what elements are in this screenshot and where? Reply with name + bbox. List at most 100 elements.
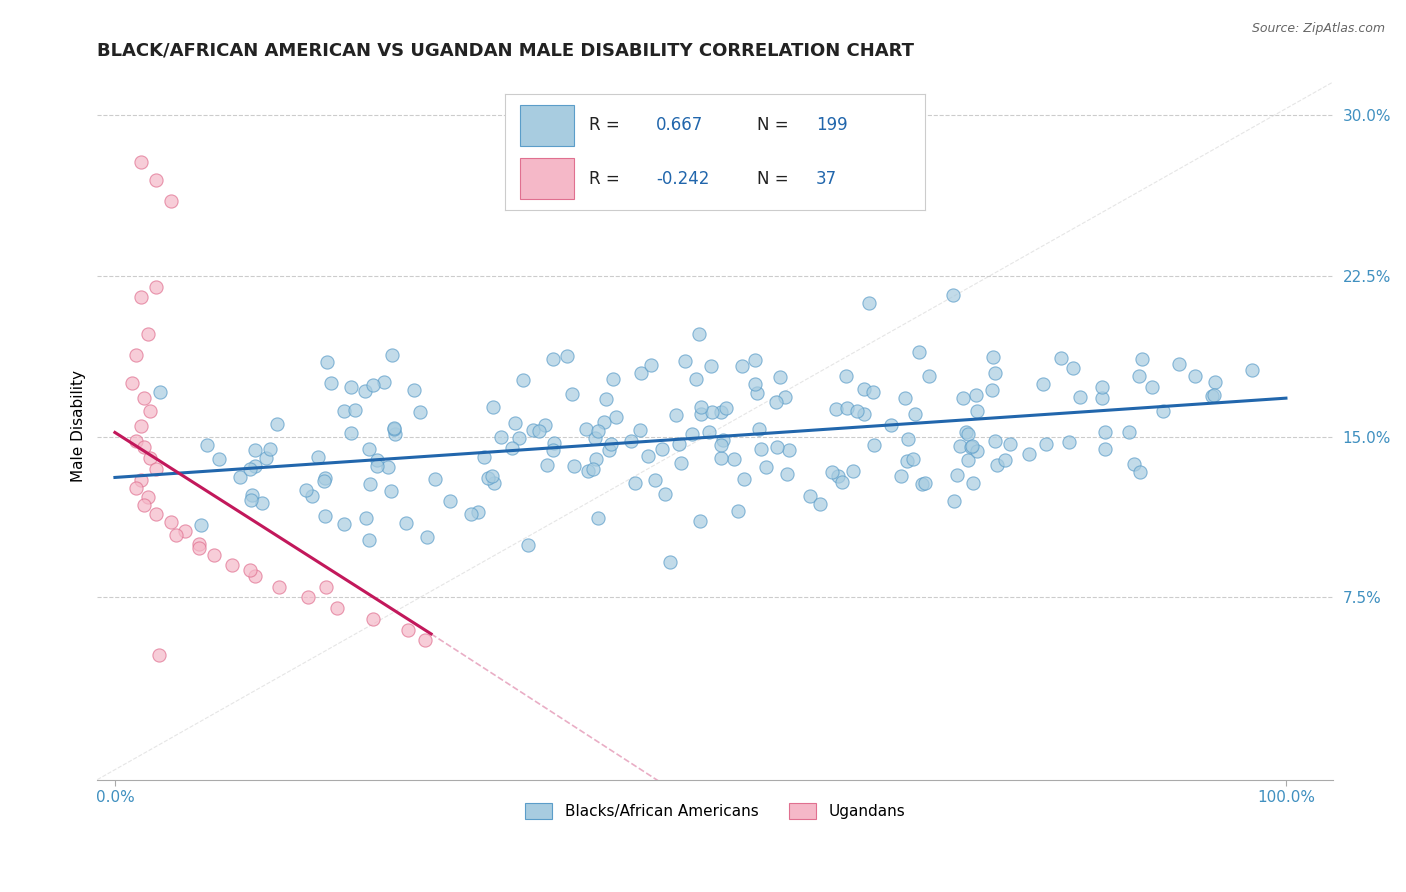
Point	[160, 516, 183, 530]
Point	[908, 345, 931, 359]
Point	[731, 359, 754, 374]
Point	[710, 404, 733, 418]
Point	[382, 421, 405, 435]
Point	[665, 409, 688, 423]
Point	[668, 437, 690, 451]
Point	[943, 494, 966, 508]
Point	[145, 507, 167, 521]
Point	[394, 516, 416, 531]
Point	[1032, 376, 1054, 391]
Point	[654, 487, 676, 501]
Point	[778, 442, 800, 457]
Point	[134, 391, 156, 405]
Point	[862, 384, 884, 399]
Point	[396, 623, 419, 637]
Point	[582, 462, 605, 476]
Point	[948, 439, 970, 453]
Point	[1204, 388, 1226, 402]
Point	[482, 400, 505, 414]
Point	[820, 465, 842, 479]
Point	[966, 443, 988, 458]
Point	[986, 458, 1008, 472]
Point	[294, 483, 316, 498]
Point	[314, 509, 336, 524]
Point	[332, 403, 354, 417]
Point	[689, 514, 711, 528]
Point	[361, 612, 384, 626]
Point	[751, 442, 773, 456]
Point	[659, 555, 682, 569]
Point	[259, 442, 281, 456]
Point	[755, 460, 778, 475]
Point	[681, 427, 703, 442]
Point	[472, 450, 495, 464]
Point	[409, 405, 432, 419]
Point	[1140, 380, 1163, 394]
Point	[1035, 436, 1057, 450]
Point	[439, 493, 461, 508]
Point	[1152, 404, 1174, 418]
Point	[460, 507, 482, 521]
Point	[1094, 442, 1116, 457]
Point	[575, 422, 598, 436]
Point	[482, 475, 505, 490]
Point	[481, 468, 503, 483]
Point	[942, 288, 965, 302]
Point	[700, 359, 723, 374]
Point	[188, 541, 211, 556]
Point	[911, 477, 934, 491]
Point	[744, 377, 766, 392]
Point	[697, 425, 720, 440]
Point	[841, 464, 863, 478]
Point	[799, 489, 821, 503]
Point	[536, 458, 558, 473]
Point	[522, 423, 544, 437]
Point	[207, 451, 229, 466]
Point	[402, 383, 425, 397]
Point	[1094, 425, 1116, 439]
Point	[413, 633, 436, 648]
Point	[243, 458, 266, 473]
Point	[125, 348, 148, 362]
Point	[896, 454, 918, 468]
Point	[319, 376, 342, 390]
Point	[918, 368, 941, 383]
Point	[858, 296, 880, 310]
Point	[165, 528, 187, 542]
Point	[190, 518, 212, 533]
Point	[630, 367, 652, 381]
Point	[1128, 369, 1150, 384]
Point	[957, 453, 980, 467]
Point	[160, 194, 183, 208]
Point	[620, 434, 643, 448]
Point	[380, 483, 402, 498]
Point	[588, 511, 610, 525]
Point	[534, 417, 557, 432]
Point	[377, 460, 399, 475]
Point	[602, 372, 624, 386]
Point	[512, 373, 534, 387]
Point	[624, 475, 647, 490]
Point	[129, 155, 152, 169]
Point	[139, 451, 162, 466]
Point	[727, 503, 749, 517]
Point	[136, 490, 159, 504]
Point	[605, 409, 627, 424]
Point	[853, 407, 876, 421]
Point	[314, 475, 336, 489]
Point	[890, 469, 912, 483]
Point	[1091, 380, 1114, 394]
Point	[744, 353, 766, 368]
Point	[541, 352, 564, 367]
Point	[254, 450, 277, 465]
Point	[188, 537, 211, 551]
Point	[527, 424, 550, 438]
Point	[998, 436, 1021, 450]
Point	[1241, 363, 1264, 377]
Point	[716, 401, 738, 416]
Point	[415, 530, 437, 544]
Point	[267, 580, 290, 594]
Point	[229, 470, 252, 484]
Point	[240, 488, 263, 502]
Point	[586, 424, 609, 438]
